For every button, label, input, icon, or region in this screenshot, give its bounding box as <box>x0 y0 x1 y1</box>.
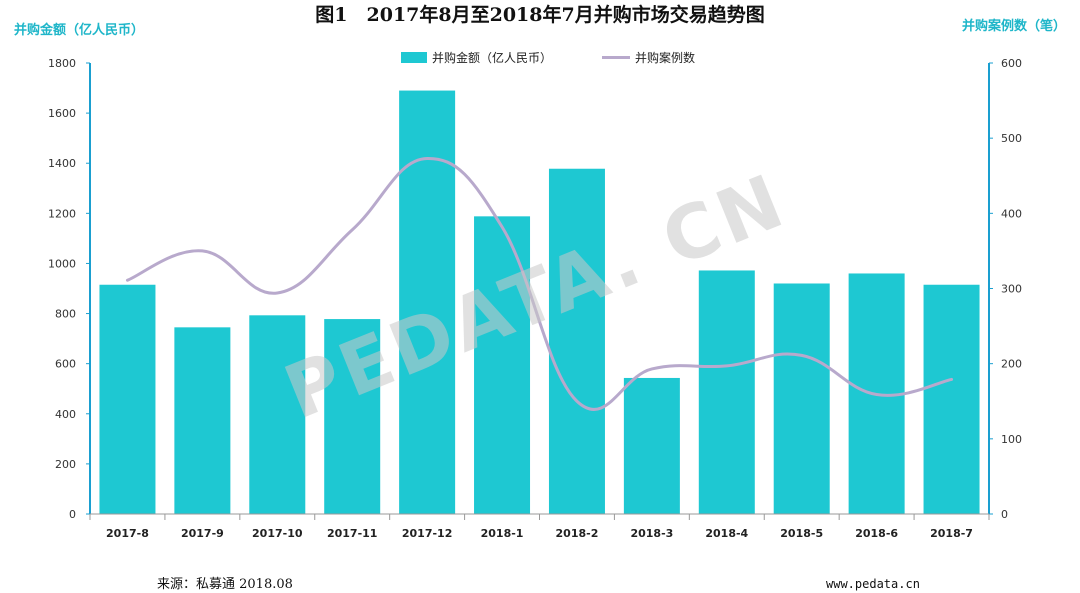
x-tick-label: 2017-11 <box>327 527 378 540</box>
site-url: www.pedata.cn <box>826 577 920 591</box>
bar-2018-3 <box>623 377 680 514</box>
plot-area: 0 200 400 600 800 1000 1200 1400 1600 1800 0 100 200… <box>48 57 1022 540</box>
left-tick-label: 400 <box>55 408 76 421</box>
right-tick-label: 0 <box>1001 508 1008 521</box>
bar-2017-11 <box>324 319 381 514</box>
x-tick-label: 2018-1 <box>481 527 524 540</box>
right-tick-label: 200 <box>1001 358 1022 371</box>
right-tick-label: 300 <box>1001 283 1022 296</box>
bar-2018-4 <box>698 270 755 514</box>
left-tick-label: 1600 <box>48 107 76 120</box>
legend-label-count: 并购案例数 <box>635 50 695 65</box>
x-tick-label: 2018-7 <box>930 527 973 540</box>
left-axis-title: 并购金额（亿人民币） <box>14 22 144 38</box>
x-tick-label: 2018-2 <box>556 527 599 540</box>
left-tick-label: 600 <box>55 358 76 371</box>
right-tick-label: 500 <box>1001 132 1022 145</box>
x-tick-label: 2018-6 <box>855 527 898 540</box>
legend-swatch-amount <box>401 52 427 63</box>
left-tick-label: 0 <box>69 508 76 521</box>
x-tick-label: 2017-10 <box>252 527 303 540</box>
right-tick-label: 100 <box>1001 433 1022 446</box>
right-axis-title: 并购案例数（笔） <box>962 18 1066 34</box>
legend-label-amount: 并购金额（亿人民币） <box>432 50 552 65</box>
left-tick-label: 800 <box>55 308 76 321</box>
left-tick-label: 1200 <box>48 207 76 220</box>
bar-2018-2 <box>548 168 605 515</box>
bar-2018-5 <box>773 283 830 514</box>
bar-2017-10 <box>249 315 306 514</box>
bar-2017-8 <box>99 284 156 514</box>
bar-2017-9 <box>174 327 231 514</box>
left-tick-label: 1800 <box>48 57 76 70</box>
left-tick-label: 1000 <box>48 257 76 270</box>
right-tick-label: 400 <box>1001 207 1022 220</box>
x-tick-label: 2018-5 <box>780 527 823 540</box>
source-note: 来源：私募通 2018.08 <box>157 577 293 592</box>
left-tick-label: 1400 <box>48 157 76 170</box>
x-tick-label: 2017-9 <box>181 527 224 540</box>
right-tick-label: 600 <box>1001 57 1022 70</box>
left-tick-label: 200 <box>55 458 76 471</box>
x-tick-label: 2017-12 <box>402 527 453 540</box>
x-tick-label: 2017-8 <box>106 527 149 540</box>
bar-2018-7 <box>923 284 980 514</box>
chart-title: 图1 2017年8月至2018年7月并购市场交易趋势图 <box>315 3 764 26</box>
x-tick-label: 2018-4 <box>705 527 748 540</box>
x-tick-label: 2018-3 <box>630 527 673 540</box>
legend: 并购金额（亿人民币） 并购案例数 <box>401 50 695 65</box>
